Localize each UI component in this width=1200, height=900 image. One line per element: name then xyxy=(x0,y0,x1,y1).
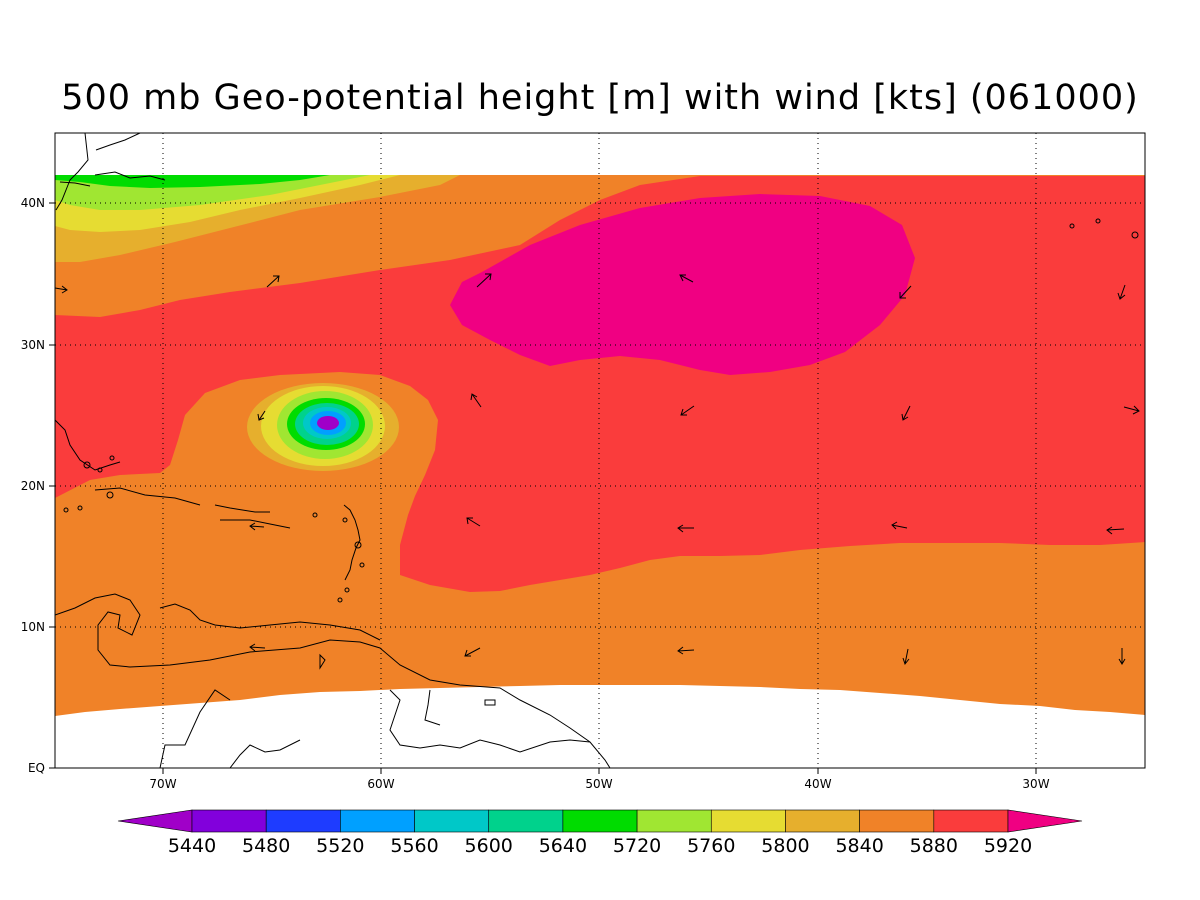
wind-vectors xyxy=(55,273,1140,666)
fill-5640 xyxy=(55,175,330,188)
islands xyxy=(63,218,1139,603)
colorbar-segment xyxy=(785,809,860,833)
lon-label-60w: 60W xyxy=(367,777,394,791)
lon-label-40w: 40W xyxy=(804,777,831,791)
coastlines xyxy=(55,133,611,768)
colorbar-segment xyxy=(414,809,490,833)
colorbar-label: 5440 xyxy=(168,835,216,857)
colorbar-label: 5920 xyxy=(984,835,1032,857)
colorbar-low-triangle xyxy=(117,809,193,833)
colorbar-segment xyxy=(488,809,564,833)
colorbar-label: 5600 xyxy=(465,835,513,857)
lat-label-20n: 20N xyxy=(21,479,45,493)
fill-low-5440 xyxy=(317,416,339,430)
lon-label-30w: 30W xyxy=(1022,777,1049,791)
colorbar-label: 5760 xyxy=(687,835,735,857)
plot-title: 500 mb Geo-potential height [m] with win… xyxy=(61,78,1139,118)
colorbar-segment xyxy=(340,809,415,833)
colorbar-label: 5800 xyxy=(761,835,809,857)
colorbar-segment xyxy=(562,809,638,833)
colorbar: 5440 5480 5520 5560 5600 5640 5720 5760 5800 5840… xyxy=(117,809,1083,857)
plot-frame xyxy=(54,132,1146,769)
fill-5920 xyxy=(450,194,915,375)
lat-label-10n: 10N xyxy=(21,620,45,634)
colorbar-label: 5560 xyxy=(390,835,438,857)
colorbar-segment xyxy=(191,809,267,833)
lon-ticks xyxy=(162,768,1037,774)
colorbar-high-triangle xyxy=(1007,809,1083,833)
lon-label-50w: 50W xyxy=(585,777,612,791)
contour-field xyxy=(55,133,1145,768)
lat-label-30n: 30N xyxy=(21,338,45,352)
colorbar-segment xyxy=(710,809,786,833)
lat-label-40n: 40N xyxy=(21,196,45,210)
grid-lines xyxy=(55,133,1145,768)
colorbar-label: 5640 xyxy=(539,835,587,857)
colorbar-label: 5880 xyxy=(910,835,958,857)
colorbar-label: 5840 xyxy=(835,835,883,857)
colorbar-label: 5520 xyxy=(316,835,364,857)
colorbar-segment xyxy=(933,809,1009,833)
lat-label-eq: EQ xyxy=(28,761,45,775)
colorbar-label: 5480 xyxy=(242,835,290,857)
lat-ticks xyxy=(49,202,55,769)
colorbar-segment xyxy=(859,809,935,833)
colorbar-segment xyxy=(636,809,712,833)
colorbar-segment xyxy=(265,809,341,833)
lon-label-70w: 70W xyxy=(149,777,176,791)
colorbar-label: 5720 xyxy=(613,835,661,857)
